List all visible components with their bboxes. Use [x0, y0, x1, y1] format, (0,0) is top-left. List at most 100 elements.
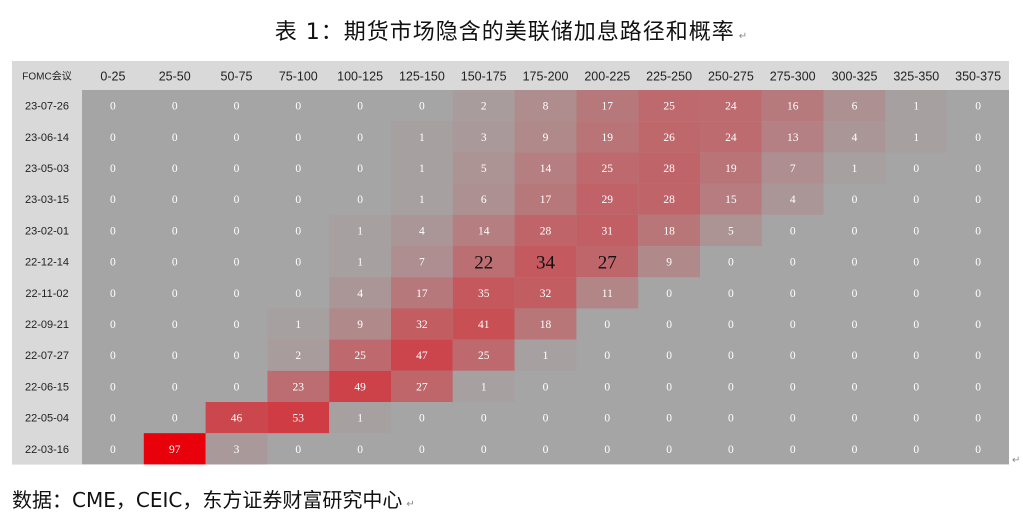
- cell-value: 0: [481, 444, 487, 456]
- cell-value: 0: [666, 444, 672, 456]
- heat-cell: [205, 433, 268, 465]
- cell-value: 6: [481, 194, 487, 206]
- cell-value: 0: [975, 444, 981, 456]
- heat-cell: [638, 152, 700, 184]
- cell-value: 0: [295, 132, 301, 144]
- cell-value: 0: [790, 225, 796, 237]
- cell-value: 9: [666, 257, 672, 269]
- chart-title: 表 1：期货市场隐含的美联储加息路径和概率 ↵: [274, 20, 749, 45]
- heat-cell: [576, 152, 639, 184]
- heat-cell: [576, 183, 639, 215]
- cell-value: 28: [663, 163, 675, 175]
- cell-value: 0: [913, 444, 919, 456]
- cell-value: 0: [913, 194, 919, 206]
- heat-cell: [700, 121, 762, 153]
- cell-value: 0: [790, 444, 796, 456]
- cell-value: 46: [231, 413, 243, 425]
- row-label-23-03-15: 23-03-15: [25, 194, 69, 206]
- cell-value: 0: [172, 132, 178, 144]
- cell-value: 0: [110, 132, 116, 144]
- cell-value: 9: [543, 132, 549, 144]
- cell-value: 0: [728, 350, 734, 362]
- cell-value: 0: [110, 225, 116, 237]
- cell-value: 0: [543, 381, 549, 393]
- cell-value: 0: [666, 319, 672, 331]
- cell-value: 1: [419, 132, 425, 144]
- heat-cell: [452, 214, 515, 246]
- cell-value: 25: [354, 350, 366, 362]
- cell-value: 27: [598, 253, 617, 274]
- header-row-background: [12, 61, 1009, 90]
- heat-cell: [514, 214, 577, 246]
- heat-cell: [391, 183, 453, 215]
- cell-value: 0: [234, 288, 240, 300]
- cell-value: 31: [602, 225, 614, 237]
- cell-value: 0: [852, 288, 858, 300]
- cell-value: 0: [419, 413, 425, 425]
- heat-cell: [329, 308, 391, 340]
- cell-value: 0: [172, 225, 178, 237]
- row-label-23-05-03: 23-05-03: [25, 163, 69, 175]
- heat-cell: [576, 277, 639, 309]
- cell-value: 0: [852, 413, 858, 425]
- cell-value: 17: [602, 101, 614, 113]
- column-header-350-375: 350-375: [955, 70, 1001, 84]
- cell-value: 0: [357, 163, 363, 175]
- heat-cell: [267, 402, 330, 434]
- heat-cell: [761, 152, 824, 184]
- cell-value: 24: [725, 101, 737, 113]
- column-header-300-325: 300-325: [832, 70, 878, 84]
- heat-cell: [329, 370, 391, 402]
- cell-value: 4: [419, 225, 425, 237]
- column-header-250-275: 250-275: [708, 70, 754, 84]
- cell-value: 0: [234, 194, 240, 206]
- cell-value: 0: [975, 163, 981, 175]
- cell-value: 0: [110, 350, 116, 362]
- cell-value: 0: [666, 413, 672, 425]
- cell-value: 0: [357, 132, 363, 144]
- heat-cell: [823, 121, 886, 153]
- heat-cell: [638, 121, 700, 153]
- heat-cell: [514, 121, 577, 153]
- column-header-225-250: 225-250: [646, 70, 692, 84]
- cell-value: 3: [234, 444, 240, 456]
- heat-cell: [638, 246, 700, 278]
- cell-value: 0: [295, 101, 301, 113]
- column-header-0-25: 0-25: [100, 70, 125, 84]
- cell-value: 18: [663, 225, 675, 237]
- cell-value: 0: [975, 257, 981, 269]
- cell-value: 4: [790, 194, 796, 206]
- heat-cell: [514, 339, 577, 371]
- cell-value: 53: [293, 413, 305, 425]
- cell-value: 0: [913, 413, 919, 425]
- cell-value: 1: [419, 194, 425, 206]
- row-label-23-07-26: 23-07-26: [25, 101, 69, 113]
- cell-value: 0: [852, 381, 858, 393]
- cell-value: 0: [234, 225, 240, 237]
- column-header-125-150: 125-150: [399, 70, 445, 84]
- cell-value: 0: [666, 288, 672, 300]
- heat-cell: [761, 121, 824, 153]
- cell-value: 0: [110, 257, 116, 269]
- cell-value: 1: [913, 132, 919, 144]
- cell-value: 0: [975, 132, 981, 144]
- paragraph-mark-icon: ↵: [406, 499, 415, 510]
- row-label-22-07-27: 22-07-27: [25, 350, 69, 362]
- heat-cell: [391, 339, 453, 371]
- cell-value: 97: [169, 444, 181, 456]
- cell-value: 0: [790, 288, 796, 300]
- cell-value: 0: [110, 319, 116, 331]
- cell-value: 0: [295, 194, 301, 206]
- heat-cell: [329, 214, 391, 246]
- heat-cell: [391, 246, 453, 278]
- cell-value: 0: [728, 319, 734, 331]
- cell-value: 0: [419, 444, 425, 456]
- cell-value: 32: [540, 288, 552, 300]
- heat-cell: [391, 308, 453, 340]
- heat-cell: [700, 183, 762, 215]
- cell-value: 0: [295, 163, 301, 175]
- cell-value: 0: [543, 413, 549, 425]
- cell-value: 17: [416, 288, 428, 300]
- heat-cell: [823, 90, 886, 122]
- column-header-25-50: 25-50: [159, 70, 191, 84]
